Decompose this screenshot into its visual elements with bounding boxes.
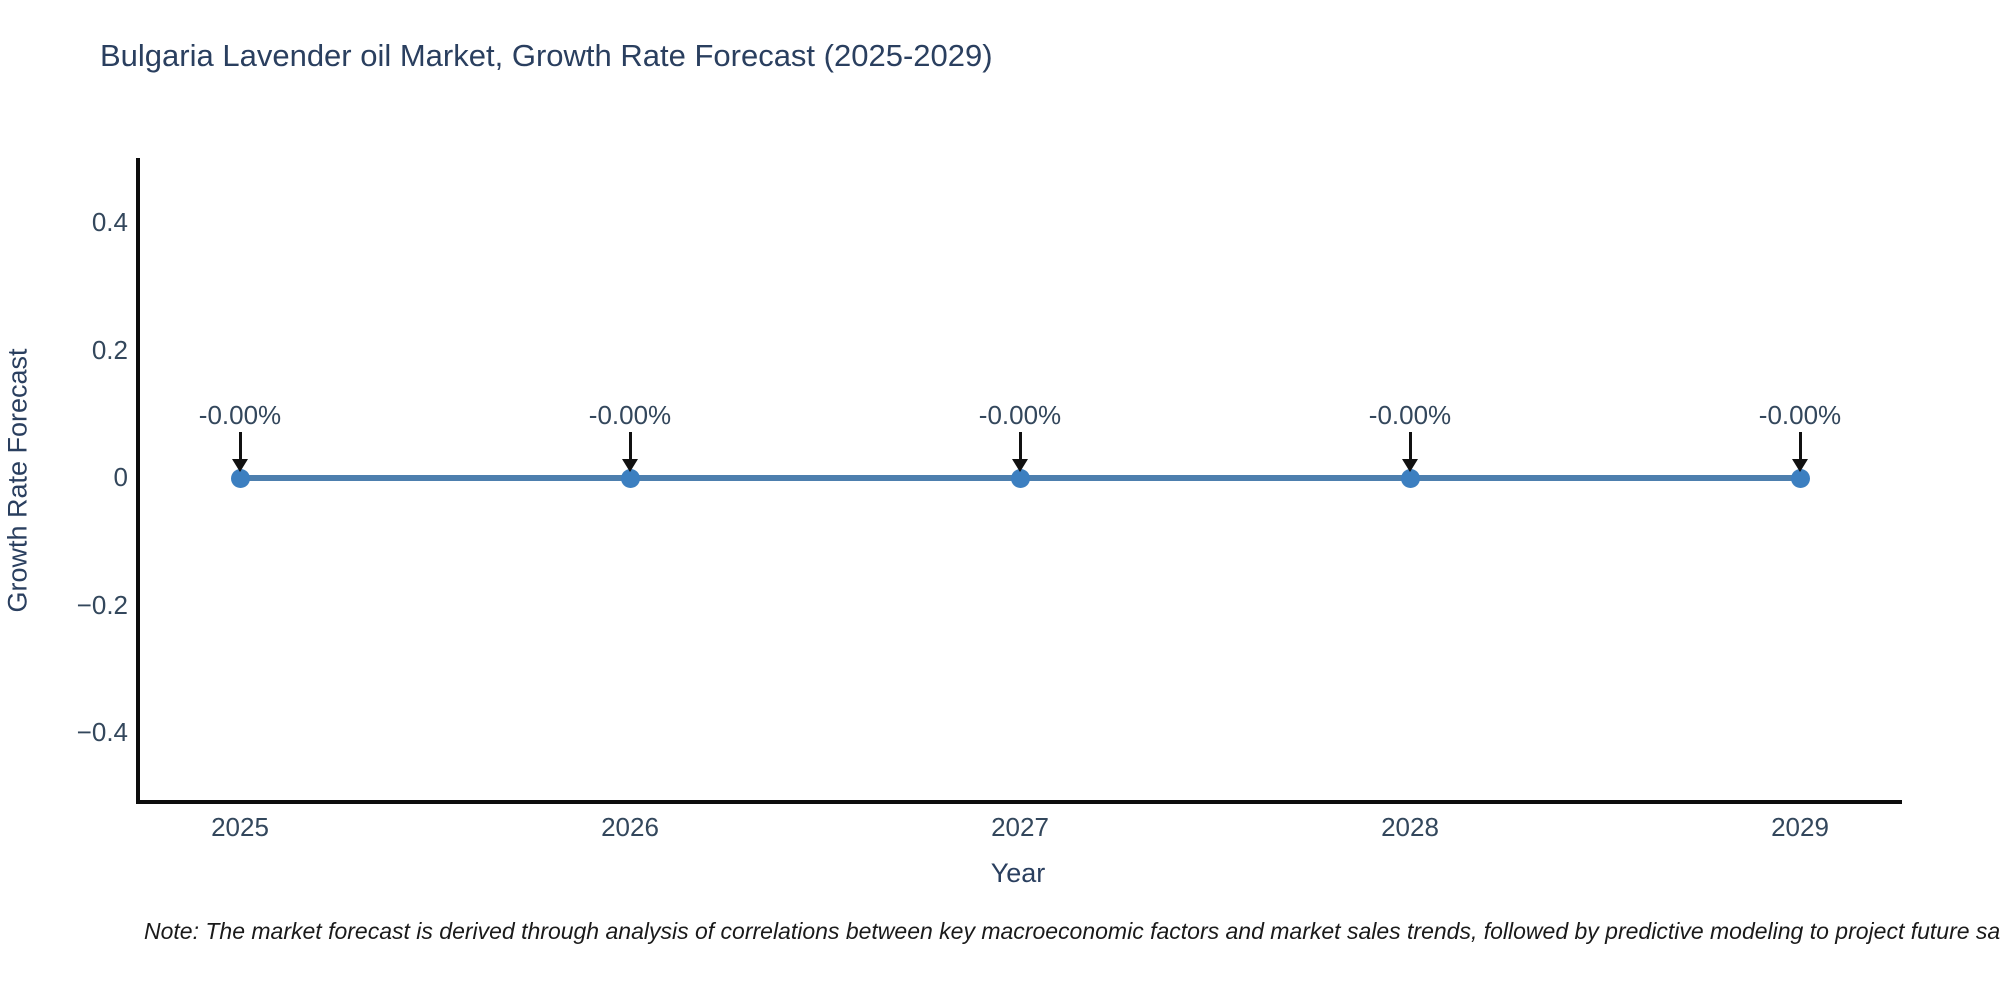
data-point-label: -0.00% — [198, 400, 282, 430]
x-tick-label: 2027 — [991, 812, 1049, 842]
x-tick-label: 2025 — [211, 812, 269, 842]
annotation-arrow-head — [1792, 459, 1808, 472]
y-tick-label: −0.2 — [76, 589, 128, 620]
x-tick-label: 2028 — [1381, 812, 1439, 842]
x-tick-label: 2026 — [601, 812, 659, 842]
annotation-arrow-head — [1012, 459, 1028, 472]
y-tick-label: 0 — [113, 462, 128, 492]
y-tick-label: 0.2 — [91, 334, 128, 365]
annotation-arrow-shaft — [1408, 432, 1412, 462]
y-tick-label: −0.4 — [76, 717, 128, 747]
annotation-arrow-head — [1402, 459, 1418, 472]
x-tick-label: 2029 — [1771, 812, 1829, 842]
annotation-arrow-shaft — [1798, 432, 1802, 462]
x-axis-title: Year — [990, 858, 1046, 888]
data-point-marker — [1790, 468, 1810, 488]
data-point-label: -0.00% — [978, 400, 1062, 430]
data-point-label: -0.00% — [588, 400, 672, 430]
y-tick-label: 0.4 — [91, 207, 128, 237]
data-point-label: -0.00% — [1758, 400, 1842, 430]
footnote: Note: The market forecast is derived thr… — [144, 918, 2000, 944]
y-axis-line — [136, 158, 140, 804]
annotation-arrow-head — [232, 459, 248, 472]
data-point-marker — [1400, 468, 1420, 488]
x-axis-line — [136, 800, 1902, 804]
data-point-label: -0.00% — [1368, 400, 1452, 430]
annotation-arrow-shaft — [238, 432, 242, 462]
annotation-arrow-shaft — [628, 432, 632, 462]
annotation-arrow-head — [622, 459, 638, 472]
annotation-arrow-shaft — [1018, 432, 1022, 462]
data-point-marker — [230, 468, 250, 488]
chart-title: Bulgaria Lavender oil Market, Growth Rat… — [100, 38, 993, 73]
data-point-marker — [1010, 468, 1030, 488]
data-point-marker — [620, 468, 640, 488]
